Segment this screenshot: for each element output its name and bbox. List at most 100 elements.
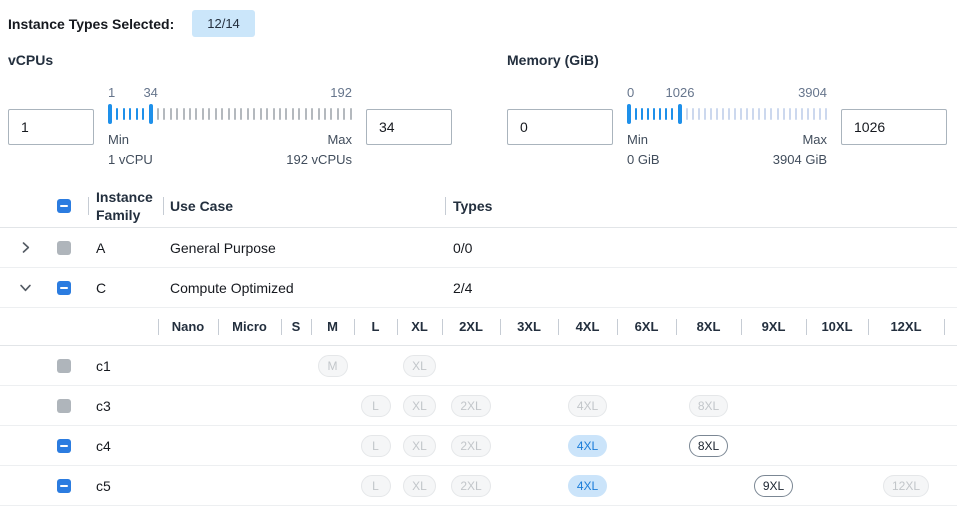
select-all-checkbox[interactable] <box>57 198 71 213</box>
slider-tick <box>691 108 694 120</box>
memory-scale-end: 3904 <box>798 85 827 100</box>
size-cell-l: L <box>354 466 397 505</box>
size-cell-m: M <box>311 346 354 385</box>
size-badge-xl: XL <box>403 394 436 417</box>
size-badge-9xl[interactable]: 9XL <box>753 474 794 497</box>
slider-tick <box>227 108 230 120</box>
size-cell-m <box>311 426 354 465</box>
chevron-right-icon[interactable] <box>15 238 35 258</box>
vcpus-scale-mid: 34 <box>143 85 158 100</box>
size-cell-micro <box>218 386 281 425</box>
table-body: A General Purpose 0/0 C Compute Optimized 2/4… <box>0 228 957 507</box>
slider-tick <box>685 108 688 120</box>
slider-tick <box>142 108 145 120</box>
instance-row-c3: c3 L XL 2XL 4XL 8XL <box>0 386 957 427</box>
slider-handle-max[interactable] <box>677 104 682 124</box>
size-cell-9xl <box>741 386 806 425</box>
size-cell-8xl: 8XL <box>676 386 741 425</box>
family-checkbox-a <box>57 240 71 255</box>
memory-min-caption-value: 0 GiB <box>627 152 660 168</box>
slider-tick <box>647 108 650 120</box>
slider-tick <box>788 108 791 120</box>
size-badge-2xl: 2XL <box>451 474 491 497</box>
selection-summary-label: Instance Types Selected: <box>8 15 175 32</box>
size-cell-s <box>281 426 311 465</box>
slider-tick <box>214 108 217 120</box>
size-columns-header-row: Nano Micro S M L XL 2XL 3XL 4XL 6XL 8XL 9XL 10XL 12XL <box>0 308 957 347</box>
size-column-header-xl: XL <box>397 308 442 345</box>
slider-tick <box>169 108 172 120</box>
instance-checkbox-c3 <box>57 398 71 413</box>
slider-tick <box>240 108 243 120</box>
size-cell-2xl: 2XL <box>442 426 500 465</box>
vcpus-max-caption-value: 192 vCPUs <box>286 152 352 168</box>
slider-tick <box>234 108 237 120</box>
family-checkbox-c[interactable] <box>57 280 71 295</box>
vcpus-filter-title: vCPUs <box>8 52 54 68</box>
size-cell-9xl: 9XL <box>741 466 806 505</box>
size-badge-l: L <box>360 434 391 457</box>
column-header-use-case: Use Case <box>163 184 445 227</box>
slider-tick <box>253 108 256 120</box>
slider-tick <box>703 108 706 120</box>
size-cell-8xl: 8XL <box>676 426 741 465</box>
size-badge-12xl: 12XL <box>882 474 930 497</box>
slider-tick <box>653 108 656 120</box>
memory-filter: Memory (GiB) 0 1026 3904 Min 0 GiB <box>507 52 947 170</box>
slider-handle-min[interactable] <box>627 104 631 124</box>
instance-checkbox-c5[interactable] <box>57 478 71 493</box>
size-badge-l: L <box>360 394 391 417</box>
vcpus-range-slider[interactable] <box>108 103 352 125</box>
checkbox-cell <box>50 438 88 453</box>
memory-max-input[interactable] <box>841 109 947 146</box>
size-cell-xl: XL <box>397 426 442 465</box>
slider-tick <box>182 108 185 120</box>
slider-tick <box>195 108 198 120</box>
instance-checkbox-c1 <box>57 358 71 373</box>
slider-tick <box>189 108 192 120</box>
vcpus-max-input[interactable] <box>366 109 452 146</box>
size-column-header-4xl: 4XL <box>558 308 617 345</box>
instance-checkbox-c4[interactable] <box>57 438 71 453</box>
size-badge-xl: XL <box>403 474 436 497</box>
family-name: A <box>96 239 106 256</box>
chevron-down-icon[interactable] <box>15 278 35 298</box>
slider-tick <box>715 108 718 120</box>
size-badge-4xl[interactable]: 4XL <box>567 434 608 457</box>
size-cell-micro <box>218 466 281 505</box>
slider-tick <box>278 108 281 120</box>
size-column-header-10xl: 10XL <box>806 308 868 345</box>
slider-tick <box>311 108 314 120</box>
size-badge-8xl: 8XL <box>688 394 729 417</box>
size-cell-12xl <box>868 346 944 385</box>
size-badge-4xl[interactable]: 4XL <box>567 474 608 497</box>
size-column-header-3xl: 3XL <box>500 308 558 345</box>
slider-tick <box>818 108 821 120</box>
size-badge-8xl[interactable]: 8XL <box>688 434 729 457</box>
size-badge-xl: XL <box>403 434 436 457</box>
size-cell-8xl <box>676 346 741 385</box>
size-cell-8xl <box>676 466 741 505</box>
vcpus-min-caption-value: 1 vCPU <box>108 152 153 168</box>
slider-tick <box>317 108 320 120</box>
vcpus-min-input[interactable] <box>8 109 94 146</box>
size-cell-3xl <box>500 426 558 465</box>
column-header-types: Types <box>445 184 957 227</box>
size-cell-12xl <box>868 426 944 465</box>
slider-tick <box>806 108 809 120</box>
size-cell-xl: XL <box>397 346 442 385</box>
slider-tick <box>752 108 755 120</box>
slider-tick <box>746 108 749 120</box>
slider-tick <box>201 108 204 120</box>
instance-name: c4 <box>96 437 111 454</box>
size-cell-nano <box>158 346 218 385</box>
slider-handle-max[interactable] <box>148 104 153 124</box>
size-cell-3xl <box>500 386 558 425</box>
memory-min-input[interactable] <box>507 109 613 146</box>
slider-handle-min[interactable] <box>108 104 112 124</box>
size-header-spacer <box>0 308 158 345</box>
memory-range-slider[interactable] <box>627 103 827 125</box>
size-column-header-8xl: 8XL <box>676 308 741 345</box>
size-cell-l: L <box>354 386 397 425</box>
